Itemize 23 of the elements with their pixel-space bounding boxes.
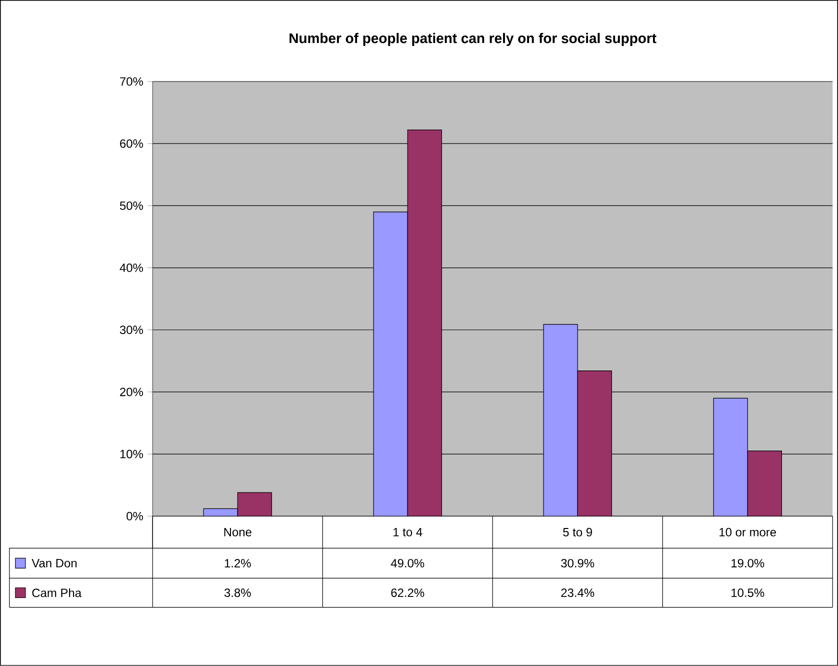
data-label: 3.8% xyxy=(224,588,251,598)
chart-title: Number of people patient can rely on for social support xyxy=(290,33,656,46)
y-tick-label: 70% xyxy=(120,77,143,86)
x-tick-label: 1 to 4 xyxy=(394,528,422,536)
data-label: 1.2% xyxy=(224,559,251,568)
y-tick-label: 0% xyxy=(126,512,143,520)
x-tick-label: None xyxy=(224,528,252,536)
x-tick-label: 5 to 9 xyxy=(563,528,592,537)
data-label: 49.0% xyxy=(390,559,424,568)
y-tick-label: 20% xyxy=(120,388,143,396)
data-label: 62.2% xyxy=(391,588,424,598)
x-tick-label: 10 or more xyxy=(720,528,776,537)
y-tick-label: 60% xyxy=(120,139,143,148)
y-tick-label: 10% xyxy=(120,450,143,458)
y-tick-label: 40% xyxy=(120,264,143,272)
y-tick-label: 50% xyxy=(120,202,143,210)
data-label: 30.9% xyxy=(561,559,594,568)
data-label: 19.0% xyxy=(732,559,764,568)
data-label: 10.5% xyxy=(732,588,764,598)
data-label: 23.4% xyxy=(561,588,594,598)
legend-label: Cam Pha xyxy=(32,588,82,598)
legend-label: Van Don xyxy=(32,559,77,568)
y-tick-label: 30% xyxy=(120,326,143,334)
